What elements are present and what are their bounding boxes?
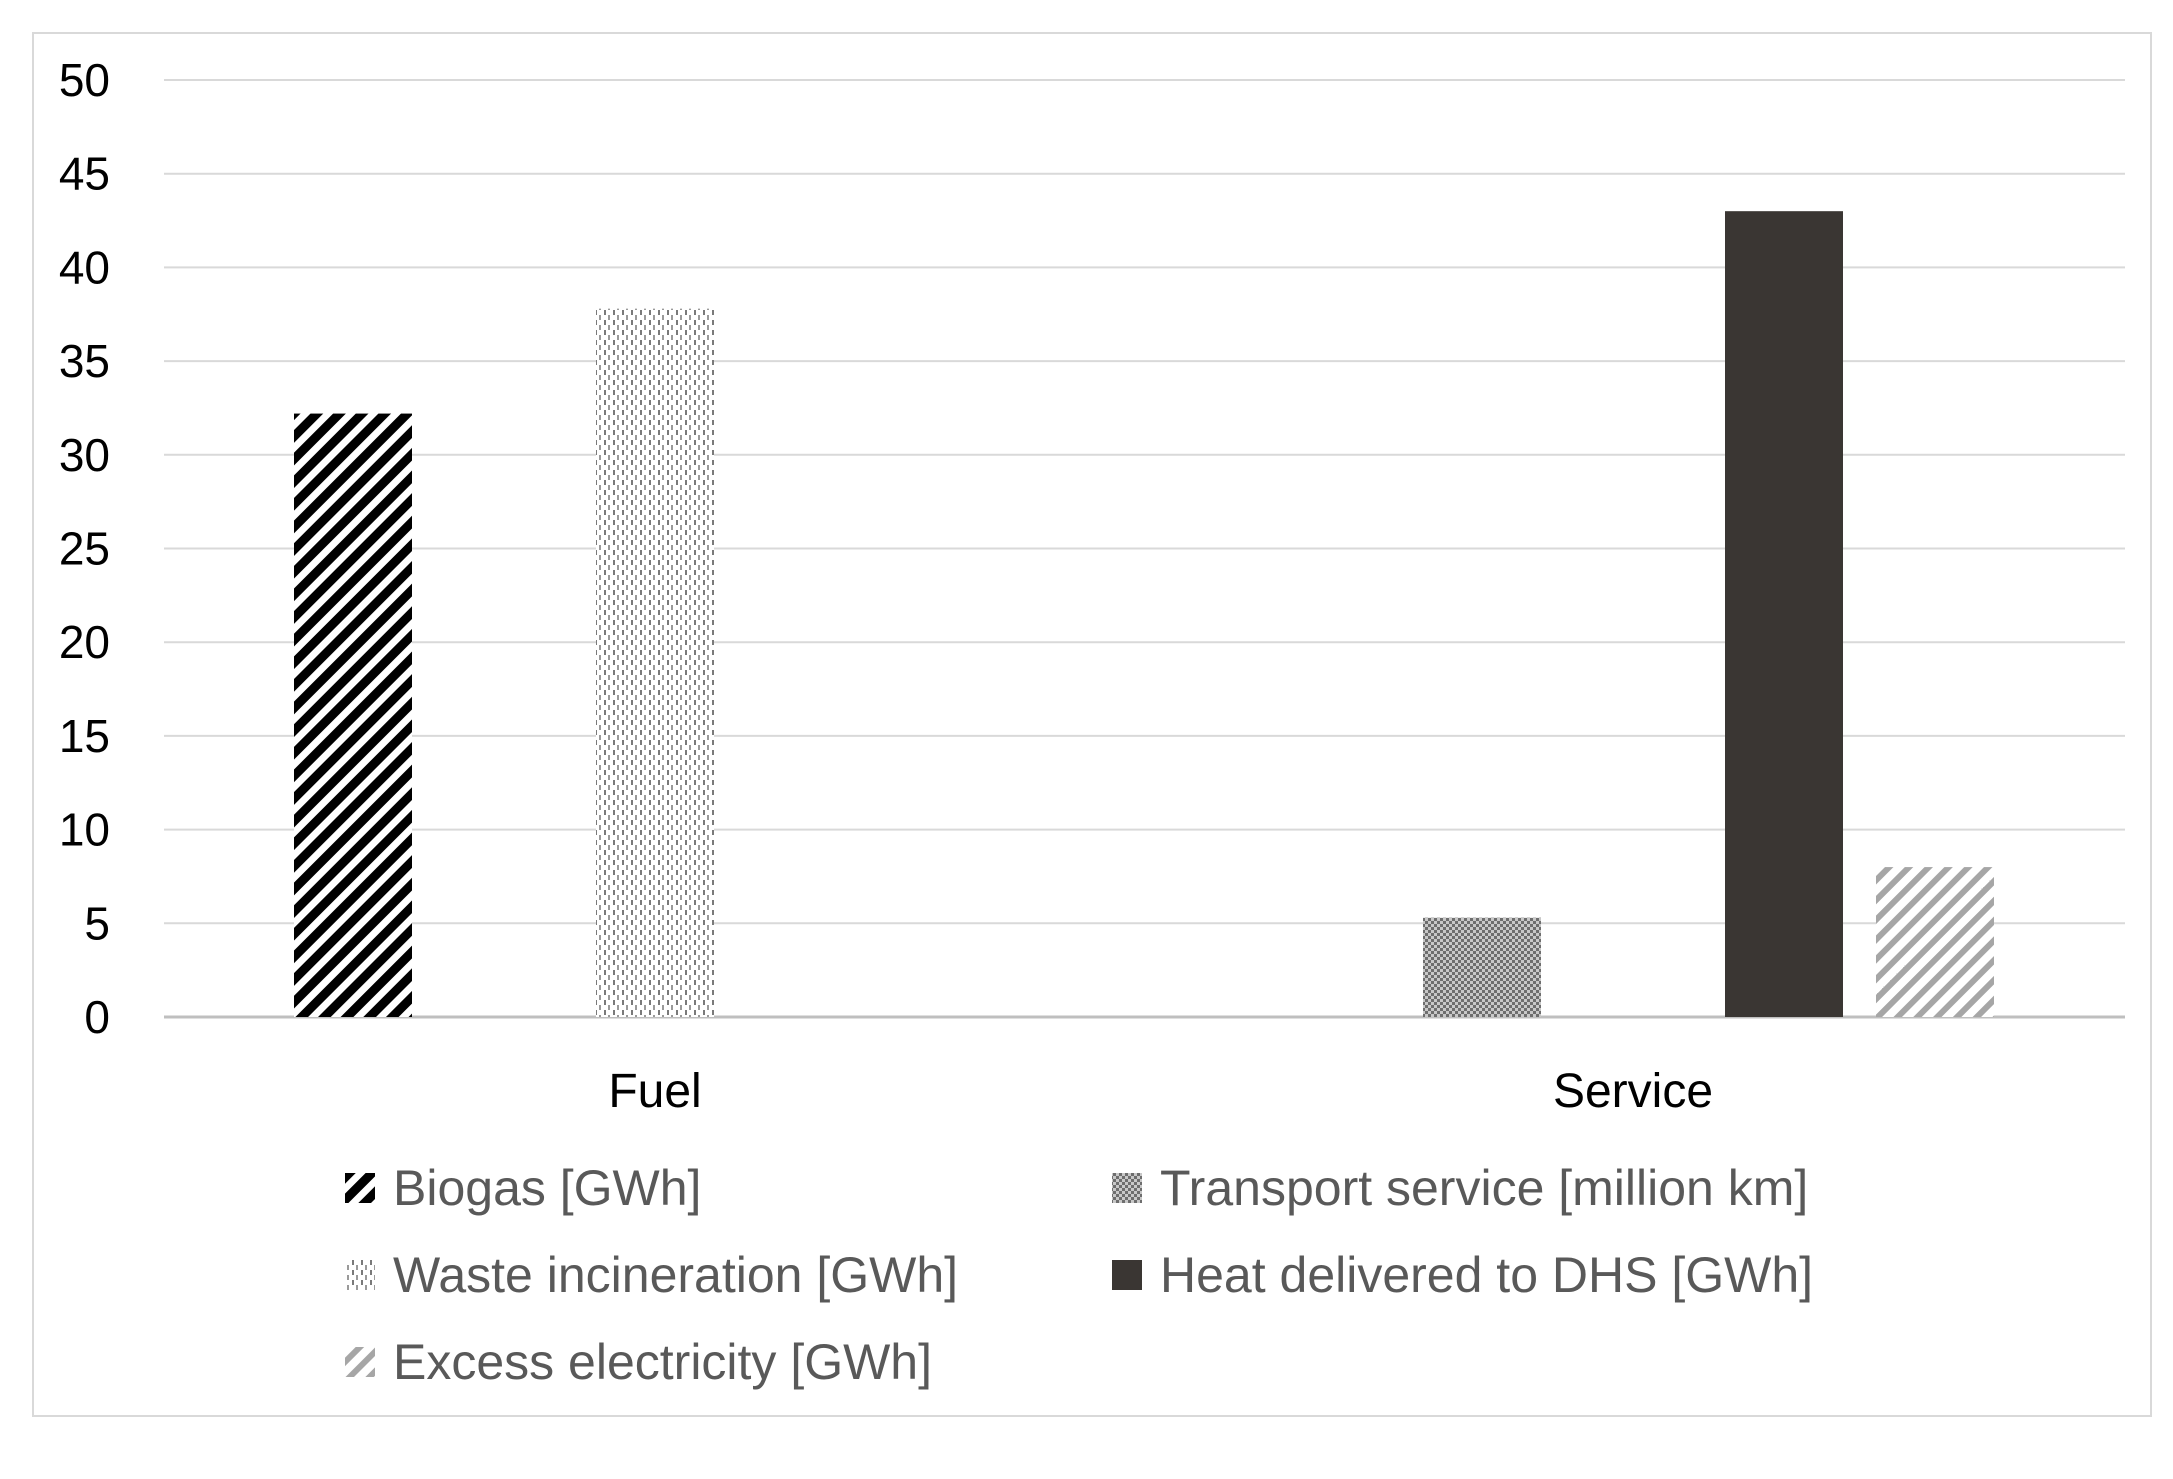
- legend-swatch-0: [345, 1173, 375, 1203]
- y-tick-label-10: 10: [59, 804, 110, 856]
- y-axis-tick-labels: 0 5 10 15 20 25 30 35 40 45 50: [59, 54, 110, 1043]
- category-label-service: Service: [1553, 1065, 1713, 1118]
- bar-service-series-1: [1423, 917, 1541, 1017]
- x-axis-category-labels: Fuel Service: [608, 1065, 1713, 1118]
- y-tick-label-20: 20: [59, 616, 110, 668]
- legend-swatch-2: [345, 1260, 375, 1290]
- y-tick-label-45: 45: [59, 148, 110, 200]
- bar-fuel-series-0: [294, 413, 412, 1017]
- y-tick-label-25: 25: [59, 523, 110, 575]
- bar-fuel-series-2: [596, 308, 714, 1017]
- legend-label-3: Heat delivered to DHS [GWh]: [1160, 1247, 1813, 1303]
- y-tick-label-15: 15: [59, 710, 110, 762]
- y-tick-label-40: 40: [59, 241, 110, 293]
- legend-label-1: Transport service [million km]: [1160, 1160, 1808, 1216]
- legend-label-0: Biogas [GWh]: [393, 1160, 701, 1216]
- y-tick-label-35: 35: [59, 335, 110, 387]
- legend-swatch-1: [1112, 1173, 1142, 1203]
- legend-swatch-4: [345, 1347, 375, 1377]
- y-tick-label-0: 0: [84, 991, 110, 1043]
- bar-service-series-3: [1725, 211, 1843, 1017]
- y-tick-label-50: 50: [59, 54, 110, 106]
- category-label-fuel: Fuel: [608, 1065, 701, 1118]
- legend-label-2: Waste incineration [GWh]: [393, 1247, 958, 1303]
- legend-label-4: Excess electricity [GWh]: [393, 1334, 932, 1390]
- legend-swatch-3: [1112, 1260, 1142, 1290]
- y-tick-label-30: 30: [59, 429, 110, 481]
- bar-service-series-4: [1876, 867, 1994, 1017]
- legend: Biogas [GWh] Transport service [million k…: [345, 1160, 1813, 1390]
- bars: [294, 211, 1994, 1017]
- y-tick-label-5: 5: [84, 897, 110, 949]
